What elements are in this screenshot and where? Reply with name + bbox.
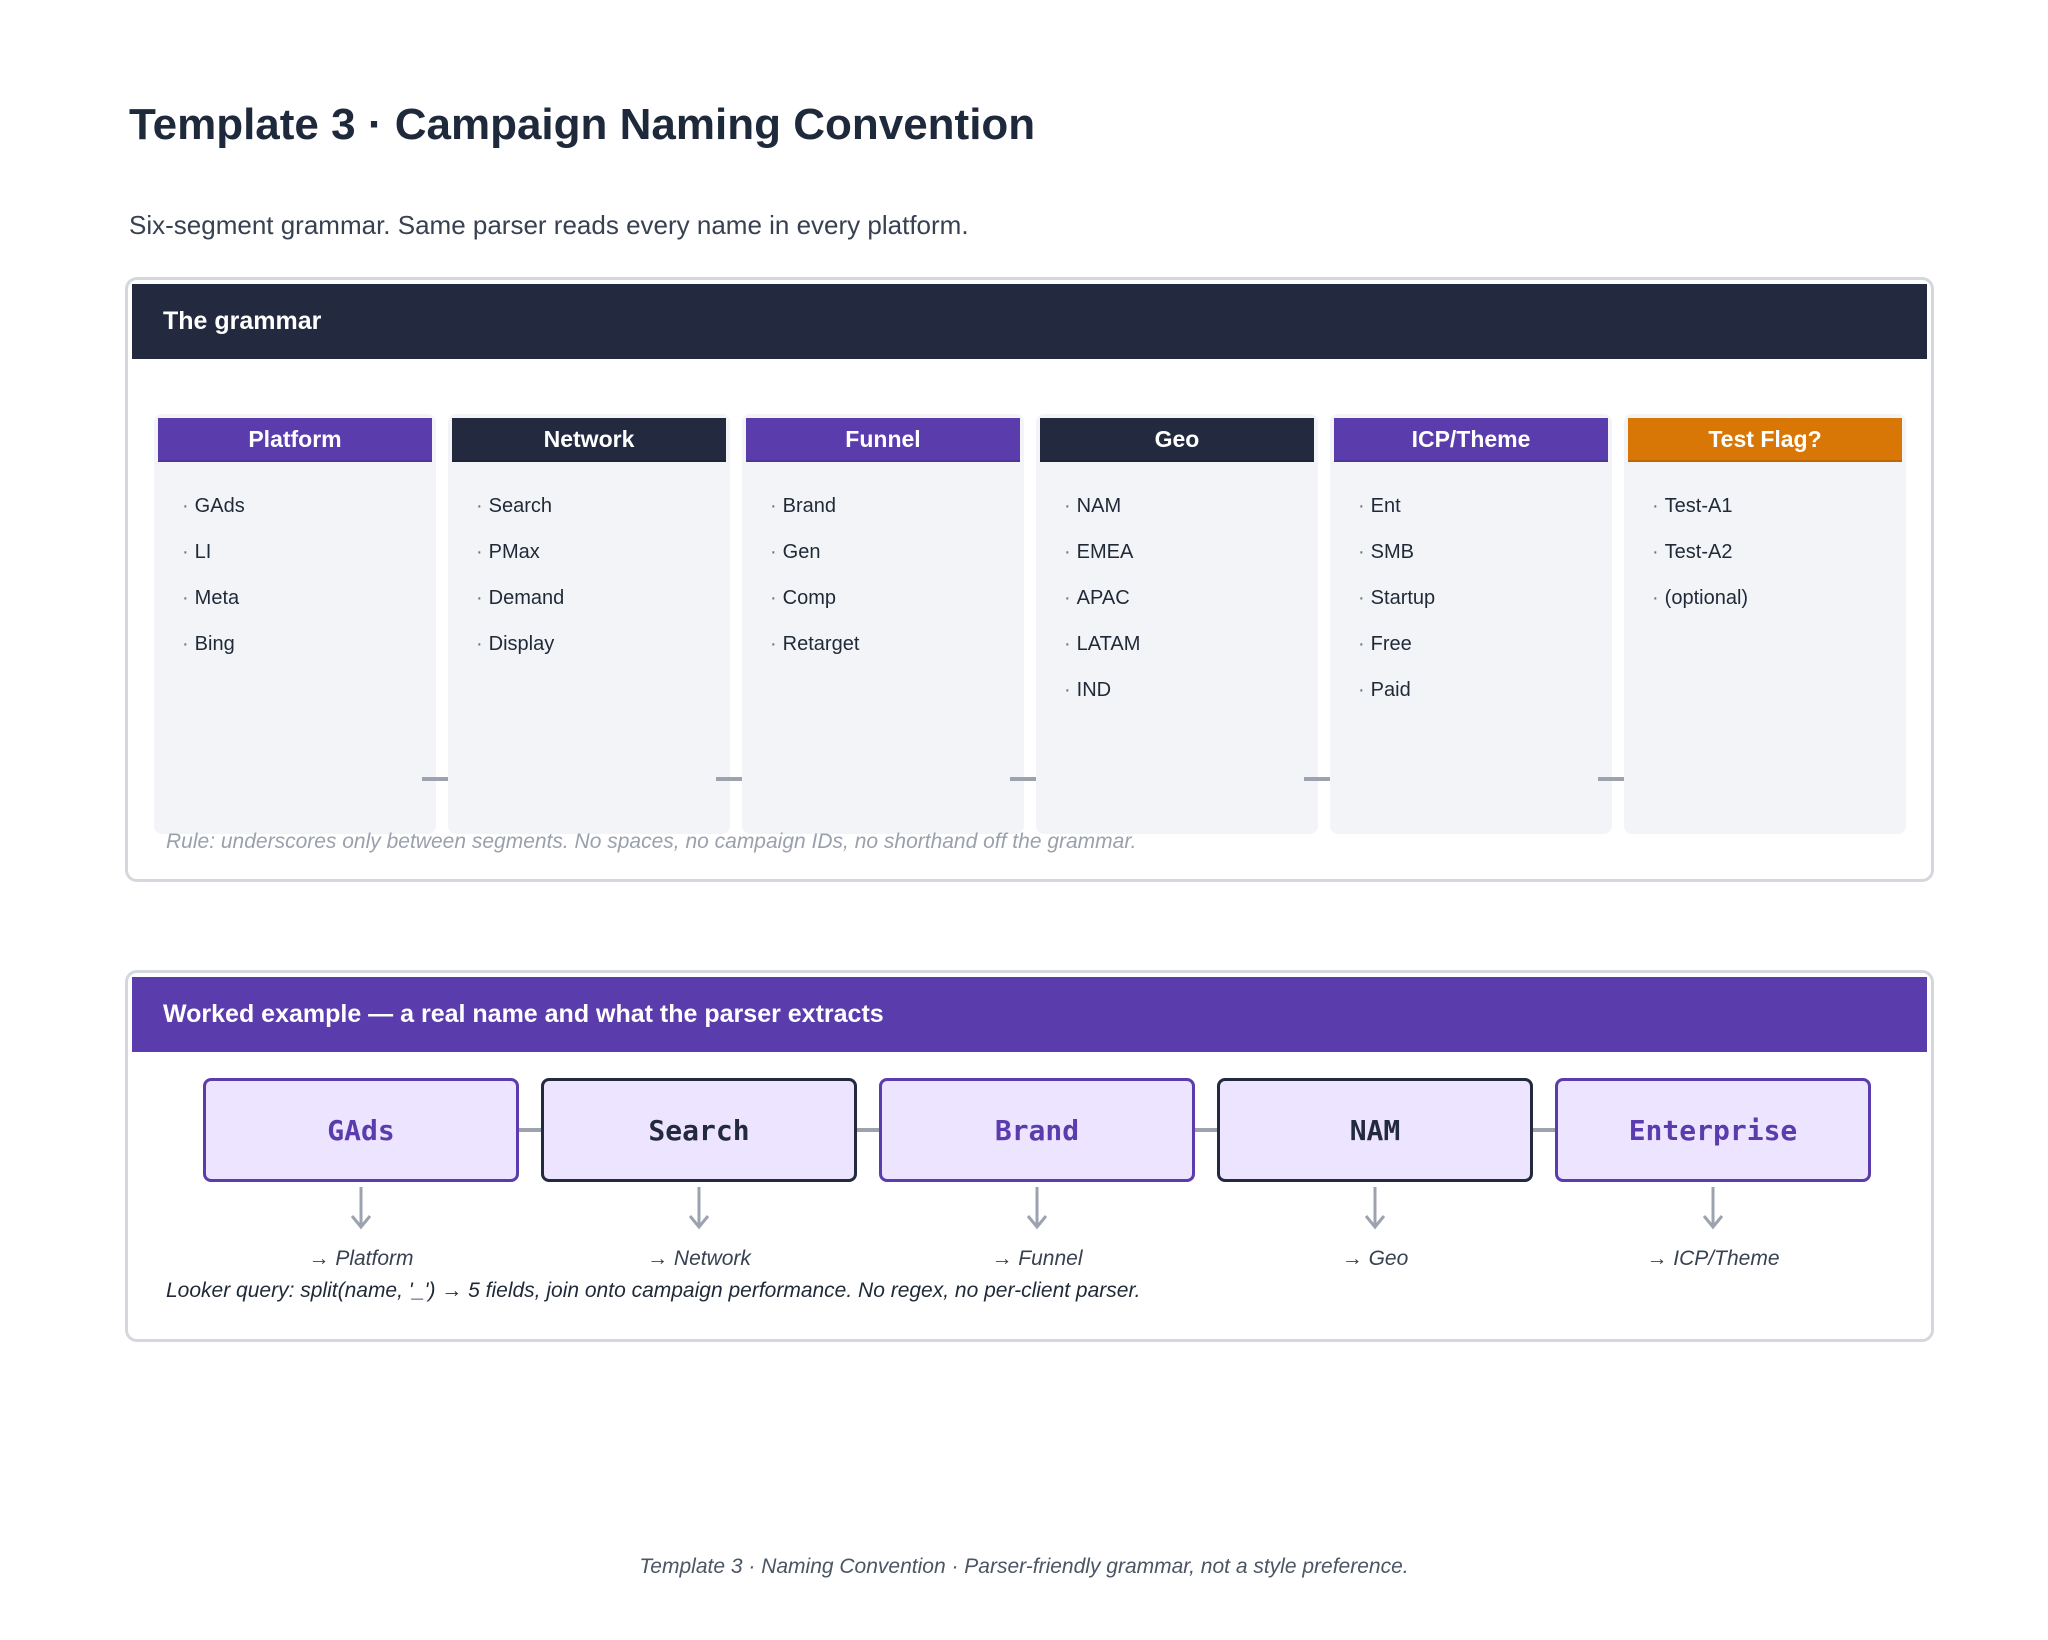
segment-option: · Paid bbox=[1358, 679, 1411, 701]
segment-option: · SMB bbox=[1358, 541, 1415, 563]
segment-connector bbox=[716, 777, 742, 781]
segment-option: · Gen bbox=[770, 541, 821, 563]
arrow-down-icon bbox=[1364, 1187, 1386, 1230]
segment-option: · Meta bbox=[182, 587, 240, 609]
segment-connector bbox=[1304, 777, 1330, 781]
segment-connector bbox=[1010, 777, 1036, 781]
segment-option: · IND bbox=[1064, 679, 1112, 701]
example-field-label: → Geo bbox=[1341, 1247, 1409, 1270]
segment-option: · LATAM bbox=[1064, 633, 1141, 655]
footer-note: Template 3 · Naming Convention · Parser-… bbox=[639, 1555, 1409, 1578]
segment-option: · LI bbox=[182, 541, 212, 563]
looker-query-note: Looker query: split(name, '_') → 5 field… bbox=[166, 1279, 1141, 1302]
example-field-label: → ICP/Theme bbox=[1646, 1247, 1780, 1270]
segment-option: · Display bbox=[476, 633, 555, 655]
segment-label: Test Flag? bbox=[1628, 418, 1902, 462]
segment-option: · PMax bbox=[476, 541, 540, 563]
example-connector bbox=[1533, 1128, 1555, 1132]
segment-network: Network · Search · PMax · Demand · Display bbox=[448, 414, 730, 834]
page-subtitle: Six-segment grammar. Same parser reads e… bbox=[129, 210, 969, 240]
segment-options: · GAds · LI · Meta · Bing bbox=[182, 494, 245, 678]
example-connector bbox=[857, 1128, 879, 1132]
segment-icp-theme: ICP/Theme · Ent · SMB · Startup · Free · Paid bbox=[1330, 414, 1612, 834]
example-connector bbox=[1195, 1128, 1217, 1132]
segment-geo: Geo · NAM · EMEA · APAC · LATAM · IND bbox=[1036, 414, 1318, 834]
segment-options: · Ent · SMB · Startup · Free · Paid bbox=[1358, 494, 1435, 724]
example-header: Worked example — a real name and what th… bbox=[132, 977, 1927, 1052]
page-title: Template 3 · Campaign Naming Convention bbox=[129, 100, 1036, 149]
segment-option: · Free bbox=[1358, 633, 1412, 655]
segment-option: · Demand bbox=[476, 587, 565, 609]
segment-option: · GAds bbox=[182, 495, 245, 517]
example-field-label: → Network bbox=[647, 1247, 751, 1270]
example-panel: Worked example — a real name and what th… bbox=[125, 970, 1934, 1342]
segment-option: · Startup bbox=[1358, 587, 1436, 609]
grammar-panel: The grammar Platform · GAds · LI · Meta · Bi… bbox=[125, 277, 1934, 882]
segment-option: · Ent bbox=[1358, 495, 1401, 517]
segment-option: · (optional) bbox=[1652, 587, 1749, 609]
segment-funnel: Funnel · Brand · Gen · Comp · Retarget bbox=[742, 414, 1024, 834]
example-field-label: → Funnel bbox=[991, 1247, 1083, 1270]
segment-connector bbox=[1598, 777, 1624, 781]
segment-option: · Comp bbox=[770, 587, 837, 609]
segment-option: · EMEA bbox=[1064, 541, 1134, 563]
segment-options: · Search · PMax · Demand · Display bbox=[476, 494, 564, 678]
segment-label: Network bbox=[452, 418, 726, 462]
segment-option: · APAC bbox=[1064, 587, 1130, 609]
example-part-network: Search bbox=[541, 1078, 857, 1182]
example-part-platform: GAds bbox=[203, 1078, 519, 1182]
arrow-down-icon bbox=[350, 1187, 372, 1230]
example-part-geo: NAM bbox=[1217, 1078, 1533, 1182]
arrow-down-icon bbox=[1702, 1187, 1724, 1230]
grammar-header: The grammar bbox=[132, 284, 1927, 359]
arrow-down-icon bbox=[688, 1187, 710, 1230]
segment-options: · NAM · EMEA · APAC · LATAM · IND bbox=[1064, 494, 1140, 724]
example-part-icp-theme: Enterprise bbox=[1555, 1078, 1871, 1182]
segment-options: · Test-A1 · Test-A2 · (optional) bbox=[1652, 494, 1748, 632]
segment-option: · Bing bbox=[182, 633, 235, 655]
example-connector bbox=[519, 1128, 541, 1132]
segment-test-flag: Test Flag? · Test-A1 · Test-A2 · (optional) bbox=[1624, 414, 1906, 834]
segment-option: · Test-A1 bbox=[1652, 495, 1733, 517]
segment-label: ICP/Theme bbox=[1334, 418, 1608, 462]
example-field-label: → Platform bbox=[308, 1247, 414, 1270]
segment-option: · NAM bbox=[1064, 495, 1122, 517]
segment-row: Platform · GAds · LI · Meta · Bing Network ·… bbox=[154, 414, 1916, 834]
segment-platform: Platform · GAds · LI · Meta · Bing bbox=[154, 414, 436, 834]
segment-options: · Brand · Gen · Comp · Retarget bbox=[770, 494, 859, 678]
segment-label: Geo bbox=[1040, 418, 1314, 462]
segment-connector bbox=[422, 777, 448, 781]
example-part-funnel: Brand bbox=[879, 1078, 1195, 1182]
segment-option: · Search bbox=[476, 495, 553, 517]
segment-option: · Retarget bbox=[770, 633, 860, 655]
arrow-down-icon bbox=[1026, 1187, 1048, 1230]
segment-option: · Test-A2 bbox=[1652, 541, 1733, 563]
segment-label: Platform bbox=[158, 418, 432, 462]
grammar-rule-note: Rule: underscores only between segments.… bbox=[166, 830, 1137, 853]
segment-option: · Brand bbox=[770, 495, 837, 517]
segment-label: Funnel bbox=[746, 418, 1020, 462]
